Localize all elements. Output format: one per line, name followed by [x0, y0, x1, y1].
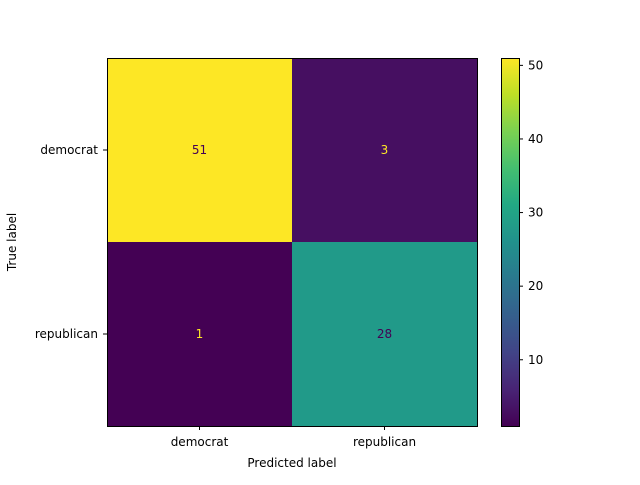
colorbar-tick-label: 20	[528, 279, 543, 293]
cell-value-label: 3	[381, 143, 389, 157]
x-axis-ticks: democrat republican	[171, 426, 416, 449]
colorbar	[501, 58, 519, 426]
y-axis-ticks: democrat republican	[35, 143, 107, 341]
cell-value-label: 51	[192, 143, 207, 157]
heatmap-cell	[107, 242, 292, 426]
colorbar-tick-label: 30	[528, 206, 543, 220]
colorbar-tick-label: 50	[528, 58, 543, 72]
x-tick-label: republican	[353, 435, 416, 449]
heatmap-cell	[292, 242, 477, 426]
x-axis-label: Predicted label	[247, 456, 336, 470]
cell-value-label: 1	[196, 327, 204, 341]
heatmap-cell	[107, 58, 292, 242]
y-tick-label: democrat	[40, 143, 98, 157]
colorbar-frame	[501, 58, 520, 427]
y-axis-label: True label	[5, 213, 19, 272]
heatmap-cells: 51 3 1 28	[107, 58, 477, 426]
y-tick-label: republican	[35, 327, 98, 341]
colorbar-tick-label: 10	[528, 353, 543, 367]
colorbar-tick-label: 40	[528, 132, 543, 146]
cell-value-label: 28	[377, 327, 392, 341]
colorbar-ticks: 10 20 30 40 50	[519, 58, 543, 367]
heatmap-cell	[292, 58, 477, 242]
x-tick-label: democrat	[171, 435, 229, 449]
plot-frame	[107, 58, 478, 427]
